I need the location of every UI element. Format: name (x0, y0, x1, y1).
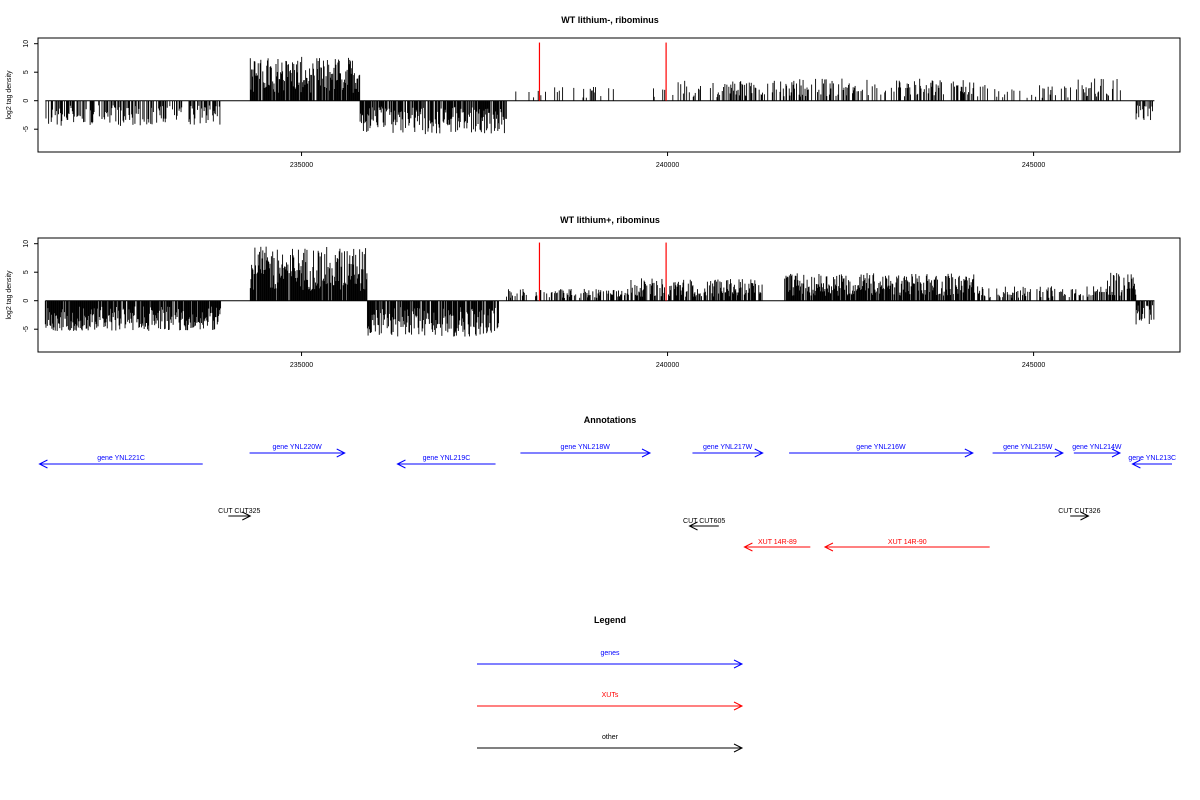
coverage-bars (44, 246, 1155, 337)
gene-label: gene YNL217W (703, 444, 753, 451)
x-tick-label: 235000 (290, 162, 313, 169)
xut-label: XUT 14R-89 (758, 539, 797, 546)
track-title: WT lithium-, ribominus (561, 15, 659, 25)
track-title: WT lithium+, ribominus (560, 215, 660, 225)
y-tick-label: -5 (23, 326, 30, 332)
marker-lines (538, 242, 667, 301)
xut-label: XUT 14R-90 (888, 539, 927, 546)
legend-label: XUTs (602, 692, 619, 699)
y-axis-label: log2 tag density (6, 270, 13, 320)
other-track: CUT CUT325 CUT CUT605 CUT CUT326 (218, 508, 1101, 531)
plot-frame (37, 237, 1181, 353)
gene-label: gene YNL216W (856, 444, 906, 451)
y-tick-label: 0 (23, 299, 30, 303)
gene-arrow (1131, 459, 1172, 469)
y-tick-label: 10 (23, 240, 30, 248)
gene-arrow (692, 448, 764, 458)
marker-lines (538, 42, 667, 101)
x-tick-label: 240000 (656, 362, 679, 369)
track-panel-lithium-minus: WT lithium-, ribominus log2 tag density … (6, 15, 1181, 169)
cut-label: CUT CUT325 (218, 508, 260, 515)
gene-arrow (396, 459, 496, 469)
legend-arrow (477, 659, 744, 669)
cut-label: CUT CUT605 (683, 518, 725, 525)
cut-label: CUT CUT326 (1058, 508, 1100, 515)
xut-arrow (743, 542, 811, 552)
axes: -5 0 5 10 235000 240000 245000 (23, 40, 1045, 169)
legend-arrow (477, 701, 744, 711)
x-tick-label: 235000 (290, 362, 313, 369)
legend: Legend genes XUTs other (477, 615, 744, 753)
gene-arrow (992, 448, 1064, 458)
coverage-bars (45, 56, 1155, 135)
gene-label: gene YNL213C (1128, 455, 1176, 462)
legend-label: genes (600, 650, 620, 657)
x-tick-label: 240000 (656, 162, 679, 169)
legend-label: other (602, 734, 619, 741)
y-tick-label: 5 (23, 270, 30, 274)
gene-arrow (1073, 448, 1122, 458)
gene-label: gene YNL220W (272, 444, 322, 451)
plot-frame (37, 37, 1181, 153)
gene-track: gene YNL221C gene YNL220W gene YNL219C gene… (38, 444, 1176, 469)
y-tick-label: 5 (23, 70, 30, 74)
cut-arrow (228, 511, 252, 521)
gene-arrow (249, 448, 346, 458)
gene-label: gene YNL219C (423, 455, 471, 462)
gene-arrow (789, 448, 974, 458)
x-tick-label: 245000 (1022, 362, 1045, 369)
axes: -5 0 5 10 235000 240000 245000 (23, 240, 1045, 369)
legend-items: genes XUTs other (477, 650, 744, 753)
annotations-title: Annotations (584, 415, 637, 425)
gene-arrow (38, 459, 203, 469)
xut-track: XUT 14R-89 XUT 14R-90 (743, 539, 990, 552)
y-tick-label: 10 (23, 40, 30, 48)
legend-title: Legend (594, 615, 626, 625)
xut-arrow (823, 542, 990, 552)
cut-arrow (688, 521, 719, 531)
legend-arrow (477, 743, 744, 753)
y-tick-label: -5 (23, 126, 30, 132)
gene-label: gene YNL218W (561, 444, 611, 451)
y-axis-label: log2 tag density (6, 70, 13, 120)
gene-arrow (520, 448, 652, 458)
gene-label: gene YNL214W (1072, 444, 1122, 451)
track-panel-lithium-plus: WT lithium+, ribominus log2 tag density … (6, 215, 1181, 369)
gene-label: gene YNL215W (1003, 444, 1053, 451)
y-tick-label: 0 (23, 99, 30, 103)
x-tick-label: 245000 (1022, 162, 1045, 169)
gene-label: gene YNL221C (97, 455, 145, 462)
cut-arrow (1070, 511, 1090, 521)
